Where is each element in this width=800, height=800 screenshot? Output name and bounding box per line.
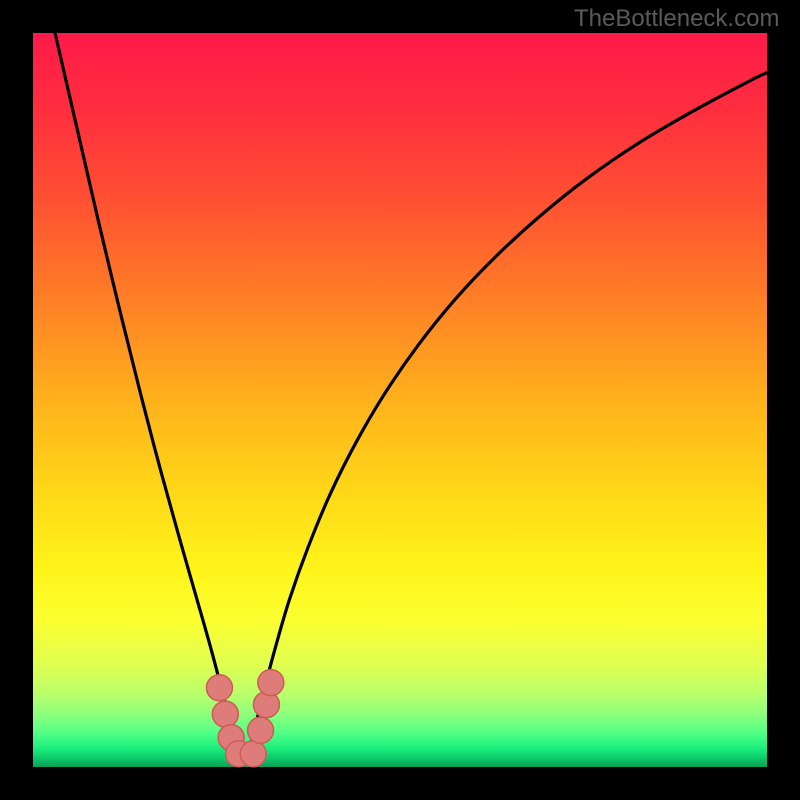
- optimum-marker: [240, 741, 266, 767]
- optimum-marker: [258, 670, 284, 696]
- optimum-marker: [206, 675, 232, 701]
- watermark-label: TheBottleneck.com: [574, 5, 779, 33]
- chart-root: TheBottleneck.com: [0, 0, 800, 800]
- optimum-marker: [212, 701, 238, 727]
- bottleneck-curve-chart: [0, 0, 800, 800]
- optimum-marker: [248, 717, 274, 743]
